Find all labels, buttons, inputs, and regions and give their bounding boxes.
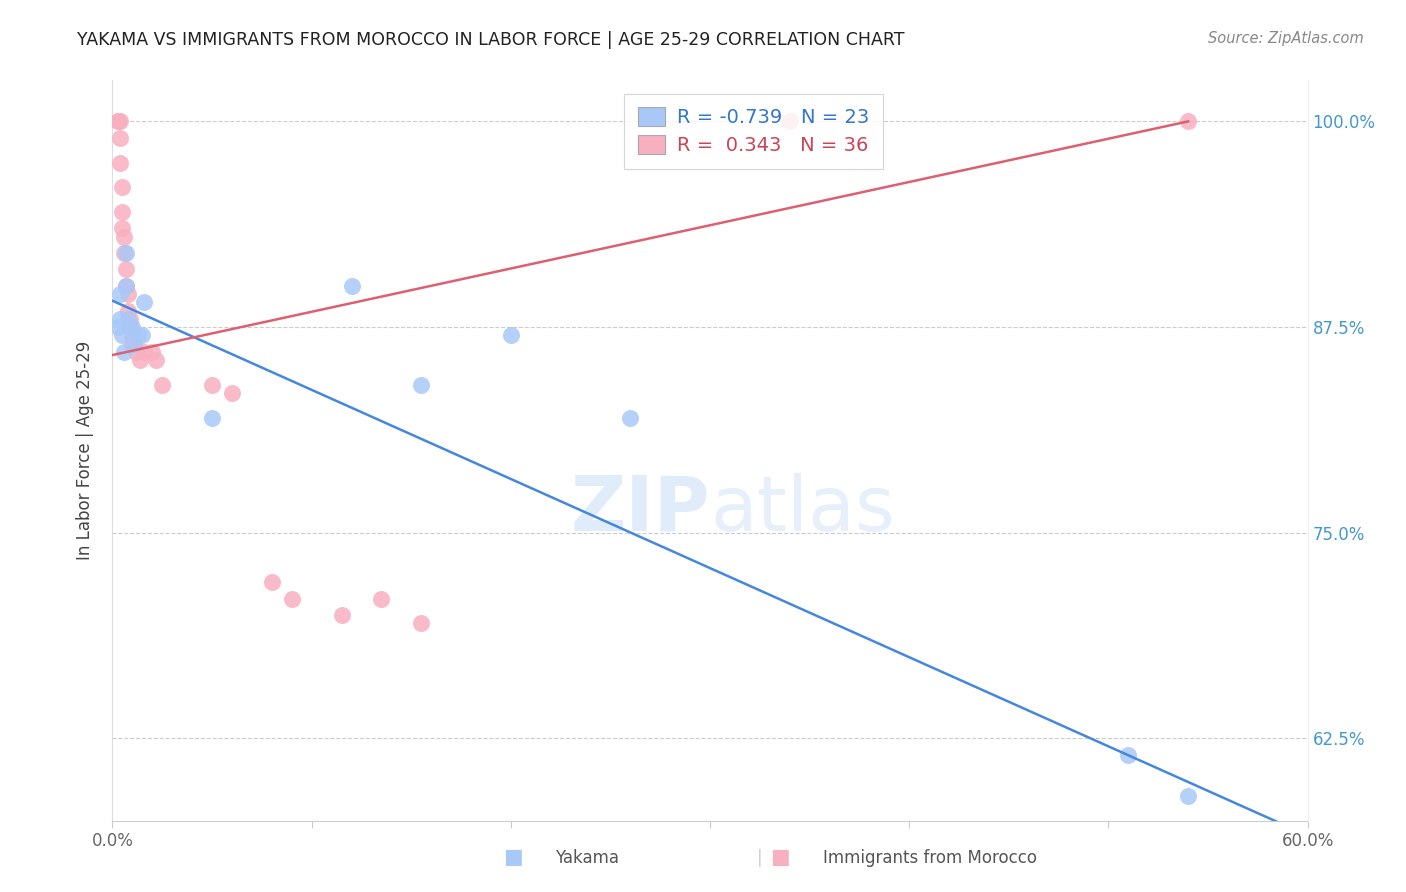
Point [111,221,134,235]
Point [107,320,129,334]
Point [221,385,243,400]
Legend: R = -0.739   N = 23, R =  0.343   N = 36: R = -0.739 N = 23, R = 0.343 N = 36 [624,94,883,169]
Point [110,131,132,145]
Point [110,114,132,128]
Point [107,114,129,128]
Point [779,114,801,128]
Point [1177,114,1199,128]
Point [281,591,304,606]
Point [411,377,433,392]
Text: ZIP: ZIP [571,473,710,547]
Text: YAKAMA VS IMMIGRANTS FROM MOROCCO IN LABOR FORCE | AGE 25-29 CORRELATION CHART: YAKAMA VS IMMIGRANTS FROM MOROCCO IN LAB… [77,31,905,49]
Point [131,328,153,343]
Point [114,229,135,244]
Point [330,607,353,622]
Point [134,344,156,359]
Point [115,279,138,293]
Point [201,377,224,392]
Point [117,311,139,326]
Point [124,336,146,351]
Point [125,344,148,359]
Point [411,616,433,631]
Point [110,155,132,169]
Point [111,180,134,194]
Point [111,205,134,219]
Point [115,262,138,277]
Y-axis label: In Labor Force | Age 25-29: In Labor Force | Age 25-29 [76,341,94,560]
Point [121,328,143,343]
Point [1177,789,1199,803]
Point [260,575,283,590]
Point [499,328,522,343]
Point [111,328,134,343]
Point [145,353,167,368]
Text: Immigrants from Morocco: Immigrants from Morocco [823,849,1036,867]
Point [120,311,142,326]
Point [121,320,143,334]
Text: |: | [756,849,762,867]
Point [129,353,152,368]
Point [110,311,132,326]
Text: atlas: atlas [710,473,894,547]
Point [110,287,132,301]
Text: Source: ZipAtlas.com: Source: ZipAtlas.com [1208,31,1364,46]
Point [114,344,135,359]
Point [124,336,146,351]
Point [141,344,163,359]
Point [117,287,139,301]
Text: ■: ■ [770,847,790,867]
Point [107,114,129,128]
Point [120,320,142,334]
Point [1118,747,1140,762]
Point [201,410,224,425]
Point [134,295,156,310]
Point [370,591,392,606]
Point [115,279,138,293]
Point [121,336,143,351]
Point [340,279,363,293]
Point [115,246,138,260]
Point [117,303,139,318]
Point [114,246,135,260]
Point [120,320,142,334]
Point [127,328,149,343]
Point [150,377,173,392]
Point [619,410,641,425]
Text: ■: ■ [503,847,523,867]
Text: Yakama: Yakama [555,849,620,867]
